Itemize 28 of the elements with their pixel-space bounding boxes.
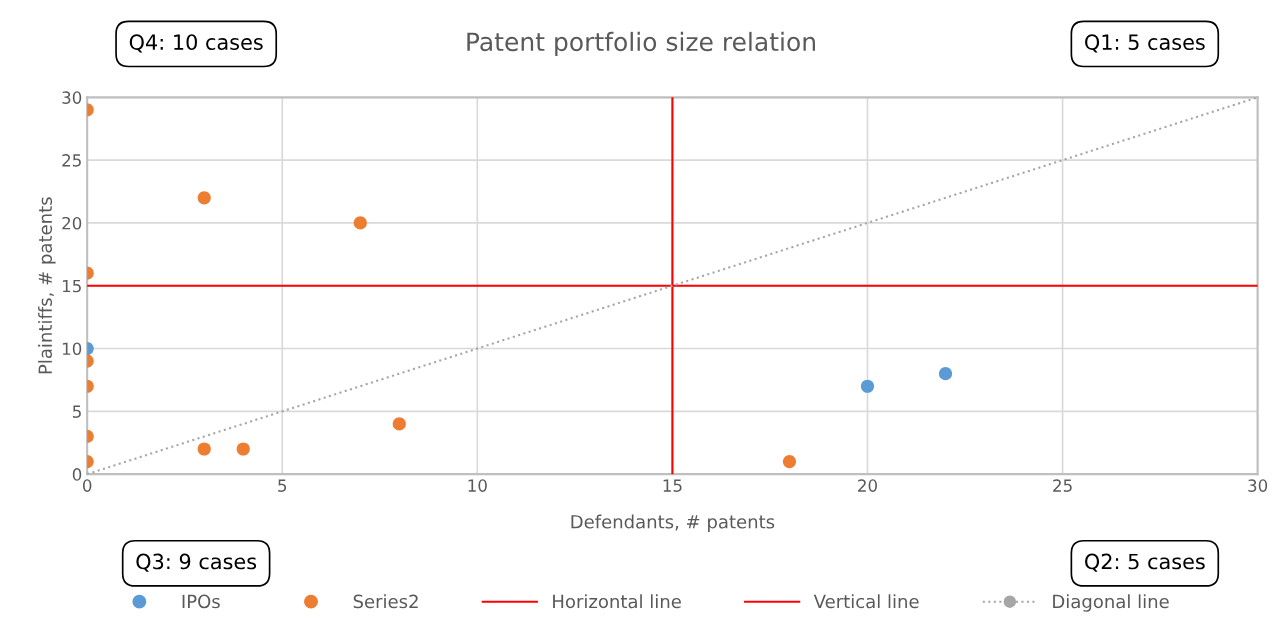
y-tick-label: 5 xyxy=(73,405,81,418)
text: Q2: 5 cases xyxy=(1085,553,1205,572)
y-tick-label: 10 xyxy=(62,342,82,356)
point xyxy=(938,367,953,381)
y-tick-label: 20 xyxy=(62,216,82,230)
point xyxy=(860,379,875,393)
x-tick-label: 0 xyxy=(82,479,92,492)
legend-label: Diagonal line xyxy=(1053,594,1169,612)
x-axis-title: Defendants, # patents xyxy=(571,514,775,533)
legend-label: Vertical line xyxy=(813,594,919,609)
x-tick-label: 30 xyxy=(1248,479,1268,492)
legend-label: Horizontal line xyxy=(553,594,681,609)
legend-label: Series2 xyxy=(353,594,418,609)
text: Q4: 10 cases xyxy=(129,34,263,53)
y-tick-label: 0 xyxy=(72,468,82,481)
text: Q1: 5 cases xyxy=(1085,34,1205,53)
y-tick-label: 15 xyxy=(62,279,81,293)
y-tick-label: 30 xyxy=(62,91,82,104)
y-axis-title: Plaintiffs, # patents xyxy=(38,197,56,374)
y-tick-label: 25 xyxy=(62,154,81,167)
x-tick-label: 20 xyxy=(858,479,877,492)
x-tick-label: 10 xyxy=(468,479,487,492)
chart-title: Patent portfolio size relation xyxy=(467,31,815,57)
legend-label: IPOs xyxy=(182,594,220,609)
x-tick-label: 25 xyxy=(1053,479,1072,492)
text: Q3: 9 cases xyxy=(136,553,257,572)
x-tick-label: 15 xyxy=(663,479,682,492)
x-tick-label: 5 xyxy=(278,479,287,492)
